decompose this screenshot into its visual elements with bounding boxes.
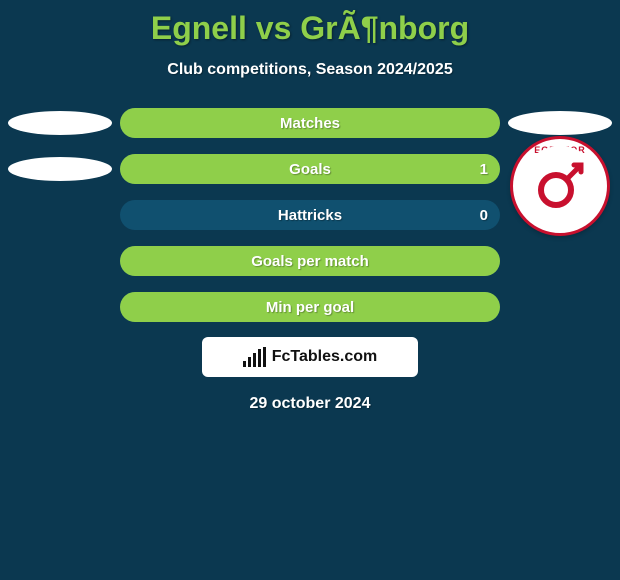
left-slot: [0, 291, 120, 323]
right-slot: [500, 245, 620, 277]
left-slot: [0, 107, 120, 139]
stat-row: Matches: [0, 107, 620, 139]
comparison-card: Egnell vs GrÃ¶nborg Club competitions, S…: [0, 0, 620, 580]
stat-row: Hattricks 0: [0, 199, 620, 231]
stat-bar: Hattricks 0: [120, 200, 500, 230]
stat-label: Min per goal: [266, 299, 354, 316]
stat-bar: Goals 1: [120, 154, 500, 184]
left-slot: [0, 153, 120, 185]
subtitle: Club competitions, Season 2024/2025: [0, 61, 620, 79]
stat-label: Matches: [280, 115, 340, 132]
stat-bar: Matches: [120, 108, 500, 138]
right-slot: [500, 199, 620, 231]
right-slot: [500, 291, 620, 323]
left-oval-icon: [8, 157, 112, 181]
stat-label: Goals: [289, 161, 331, 178]
left-oval-icon: [8, 111, 112, 135]
stat-right-value: 0: [480, 207, 488, 224]
stats-rows: MatchesGoals1EGERFORHattricks0Goals per …: [0, 107, 620, 323]
stat-label: Goals per match: [251, 253, 369, 270]
date-text: 29 october 2024: [0, 395, 620, 413]
left-slot: [0, 199, 120, 231]
logo-box: FcTables.com: [202, 337, 418, 377]
logo-text: FcTables.com: [272, 348, 378, 366]
right-oval-icon: [508, 111, 612, 135]
left-slot: [0, 245, 120, 277]
page-title: Egnell vs GrÃ¶nborg: [0, 0, 620, 47]
stat-label: Hattricks: [278, 207, 342, 224]
stat-bar: Min per goal: [120, 292, 500, 322]
stat-row: Min per goal: [0, 291, 620, 323]
logo-bars-icon: [243, 347, 266, 367]
stat-right-value: 1: [480, 161, 488, 178]
stat-row: Goals per match: [0, 245, 620, 277]
stat-bar: Goals per match: [120, 246, 500, 276]
right-slot: [500, 107, 620, 139]
stat-row: Goals1EGERFOR: [0, 153, 620, 185]
